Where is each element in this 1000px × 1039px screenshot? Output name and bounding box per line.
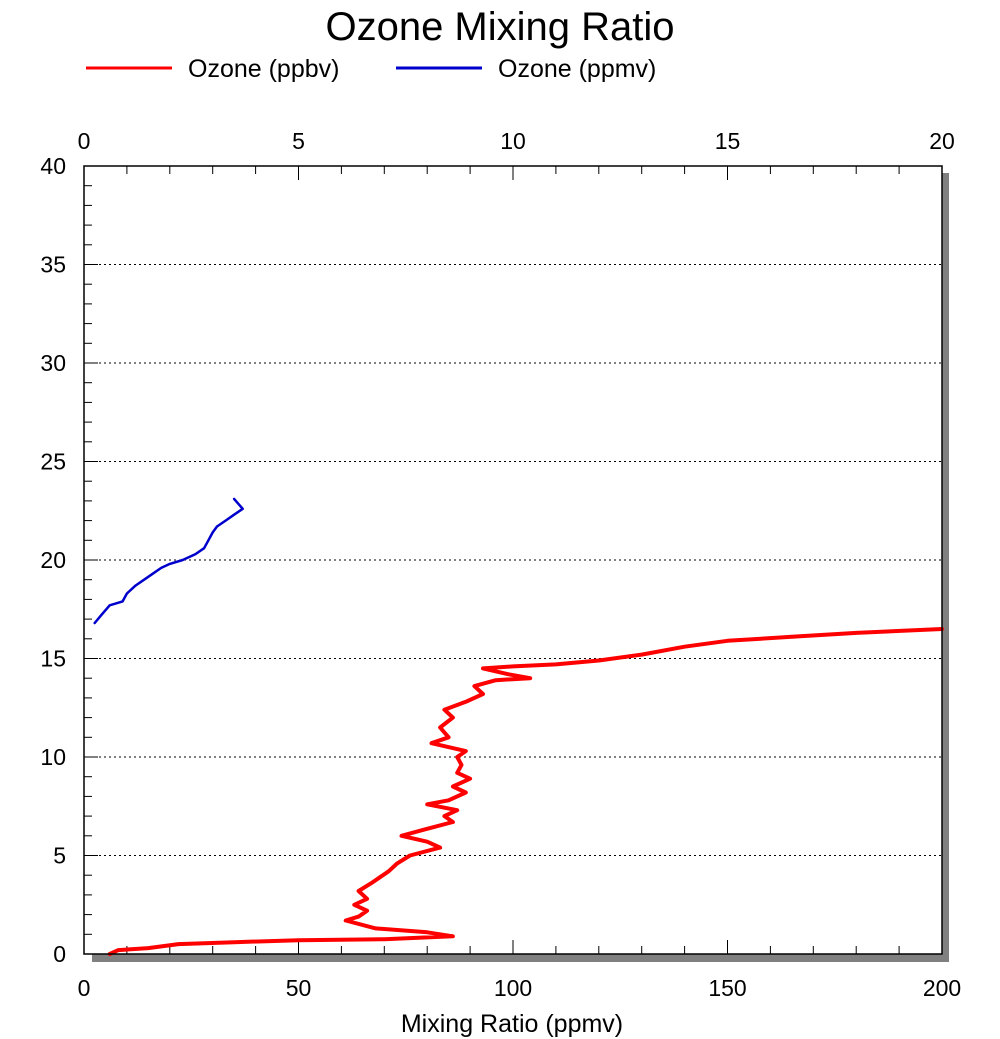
y-tick-label: 30 xyxy=(40,350,66,376)
gridlines xyxy=(84,264,942,856)
x-bottom-tick-label: 0 xyxy=(78,975,91,1001)
legend-label-ozone-ppmv: Ozone (ppmv) xyxy=(498,55,656,83)
tick-marks xyxy=(83,165,943,955)
legend: Ozone (ppbv) Ozone (ppmv) xyxy=(86,55,656,83)
y-tick-label: 25 xyxy=(40,449,66,475)
x-top-tick-label: 15 xyxy=(715,128,741,154)
x-bottom-tick-label: 200 xyxy=(923,975,961,1001)
x-bottom-tick-label: 100 xyxy=(494,975,532,1001)
series-line-ozone-ppmv xyxy=(93,497,244,625)
x-top-tick-label: 20 xyxy=(929,128,955,154)
series-line-ozone-ppbv xyxy=(107,627,944,956)
y-tick-label: 35 xyxy=(40,252,66,278)
x-axis-label: Mixing Ratio (ppmv) xyxy=(401,1010,623,1038)
y-tick-label: 15 xyxy=(40,646,66,672)
x-top-tick-label: 5 xyxy=(292,128,305,154)
y-tick-label: 0 xyxy=(53,941,66,967)
legend-label-ozone-ppbv: Ozone (ppbv) xyxy=(188,55,339,83)
x-top-tick-label: 0 xyxy=(78,128,91,154)
chart-title: Ozone Mixing Ratio xyxy=(325,5,674,49)
x-bottom-tick-label: 50 xyxy=(286,975,312,1001)
y-tick-label: 10 xyxy=(40,744,66,770)
x-top-tick-label: 10 xyxy=(500,128,526,154)
y-tick-label: 5 xyxy=(53,843,66,869)
plot-area xyxy=(84,166,942,954)
tick-labels: 0 5 10 15 20 25 30 35 40 0 50 100 150 200 0 5 10 15 20 xyxy=(40,128,961,1001)
plot-frame xyxy=(83,165,943,955)
series-lines xyxy=(93,497,944,956)
y-tick-label: 20 xyxy=(40,547,66,573)
y-tick-label: 40 xyxy=(40,153,66,179)
x-bottom-tick-label: 150 xyxy=(708,975,746,1001)
